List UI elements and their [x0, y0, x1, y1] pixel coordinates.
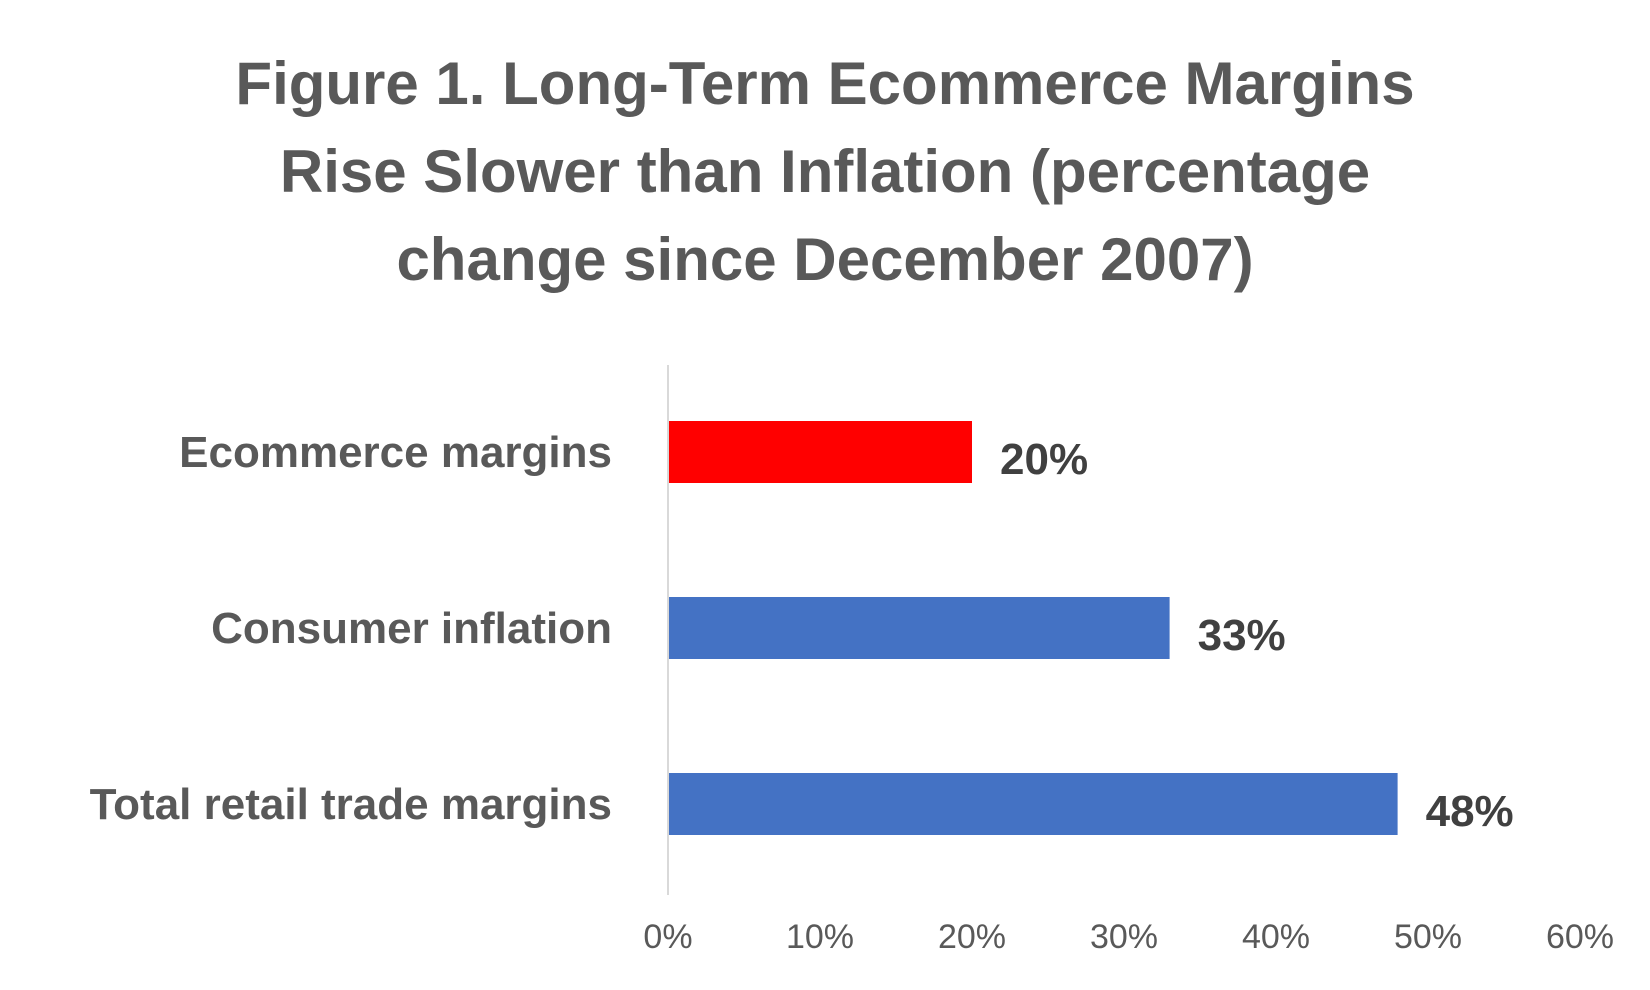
- data-label-2: 33%: [1198, 611, 1286, 660]
- bar-3: [668, 773, 1398, 835]
- chart-title-line-1: Figure 1. Long-Term Ecommerce Margins: [235, 50, 1415, 117]
- x-tick-label-20: 20%: [938, 918, 1006, 956]
- bar-2: [668, 597, 1170, 659]
- x-tick-label-0: 0%: [643, 918, 692, 956]
- category-label-2: Consumer inflation: [211, 604, 612, 653]
- category-label-3: Total retail trade margins: [90, 780, 612, 829]
- chart-title-line-3: change since December 2007): [396, 226, 1254, 293]
- axis-layer: 0% 10% 20% 30% 40% 50% 60%: [643, 365, 1614, 956]
- x-tick-label-40: 40%: [1242, 918, 1310, 956]
- category-label-1: Ecommerce margins: [179, 428, 612, 477]
- chart-title-line-2: Rise Slower than Inflation (percentage: [279, 138, 1371, 205]
- x-tick-label-50: 50%: [1394, 918, 1462, 956]
- bar-1: [668, 421, 972, 483]
- chart-title: Figure 1. Long-Term Ecommerce Margins Ri…: [0, 40, 1650, 304]
- x-tick-label-60: 60%: [1546, 918, 1614, 956]
- x-tick-label-10: 10%: [786, 918, 854, 956]
- data-label-1: 20%: [1000, 435, 1088, 484]
- data-label-3: 48%: [1426, 787, 1514, 836]
- x-tick-label-30: 30%: [1090, 918, 1158, 956]
- bars-layer: [668, 421, 1398, 835]
- labels-layer: Ecommerce margins 20% Consumer inflation 33…: [90, 428, 1514, 836]
